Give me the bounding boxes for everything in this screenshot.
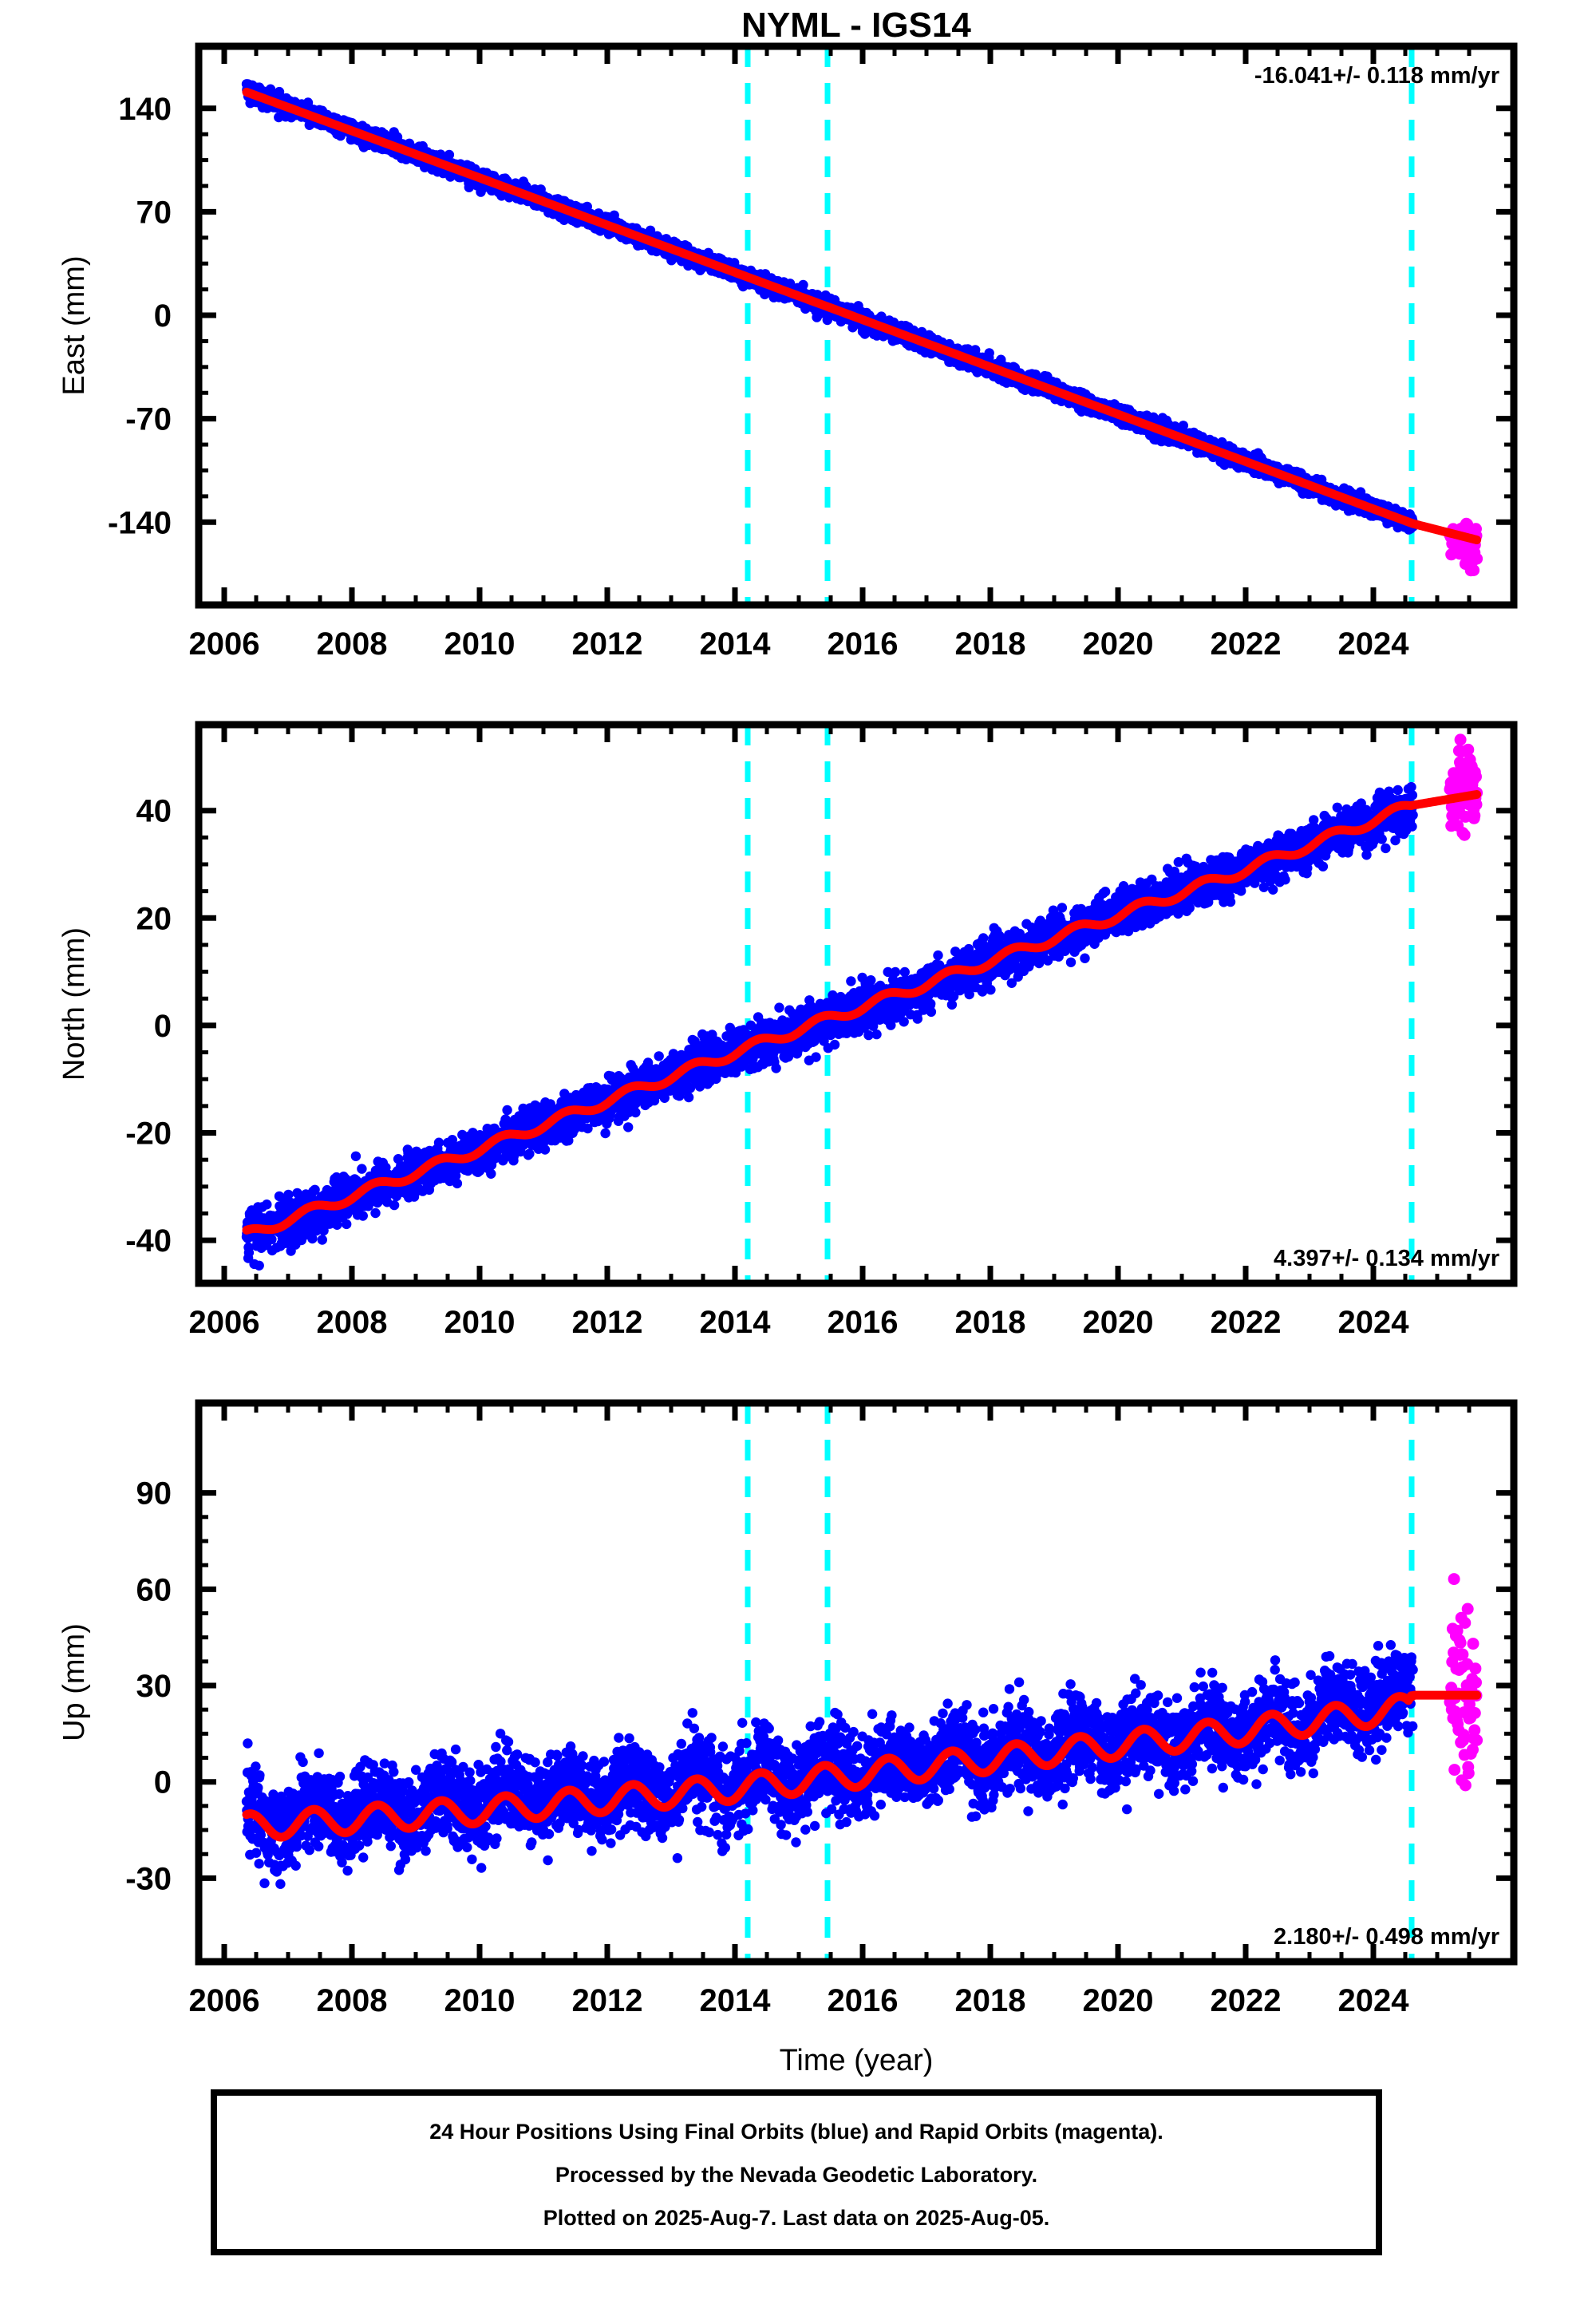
x-tick-label-east-5: 2016 [828,626,899,662]
page-title: NYML - IGS14 [741,6,971,45]
x-tick-label-east-7: 2020 [1083,626,1154,662]
x-tick-label-east-9: 2024 [1338,626,1410,662]
data-point [262,1199,272,1210]
x-tick-label-east-2: 2010 [444,626,516,662]
x-tick-label-east-4: 2014 [700,626,772,662]
data-point [243,1247,255,1258]
y-tick-label-east-3: -70 [125,402,172,437]
data-point [389,1199,400,1211]
y-tick-label-east-4: -140 [108,505,172,540]
panel-east: 140 70 0 -70 -140 2006 2008 2010 2012 2014 2016 201… [57,42,1518,662]
data-point [357,1164,367,1174]
data-point [254,1260,264,1271]
data-point [342,1219,352,1230]
data-point [984,348,994,358]
data-point [370,1207,381,1219]
data-point [798,279,808,290]
data-point [433,1137,444,1148]
x-tick-label-east-0: 2006 [189,626,260,662]
data-point [350,1151,361,1162]
data-point [1471,552,1483,565]
data-point [444,149,455,160]
data-point [267,1234,277,1245]
x-tick-label-east-6: 2018 [955,626,1026,662]
y-tick-label-east-1: 70 [136,195,172,230]
data-point [1468,564,1480,576]
y-tick-label-east-2: 0 [154,298,172,334]
y-axis-label-east: East (mm) [57,255,91,395]
x-tick-label-east-3: 2012 [572,626,643,662]
y-tick-label-east-0: 140 [118,92,172,127]
data-point [358,1211,368,1221]
x-tick-label-east-8: 2022 [1211,626,1282,662]
x-tick-label-east-1: 2008 [317,626,388,662]
data-layer-east [241,46,1483,605]
rate-annotation-east: -16.041+/- 0.118 mm/yr [1254,63,1499,89]
data-point [317,1235,327,1245]
